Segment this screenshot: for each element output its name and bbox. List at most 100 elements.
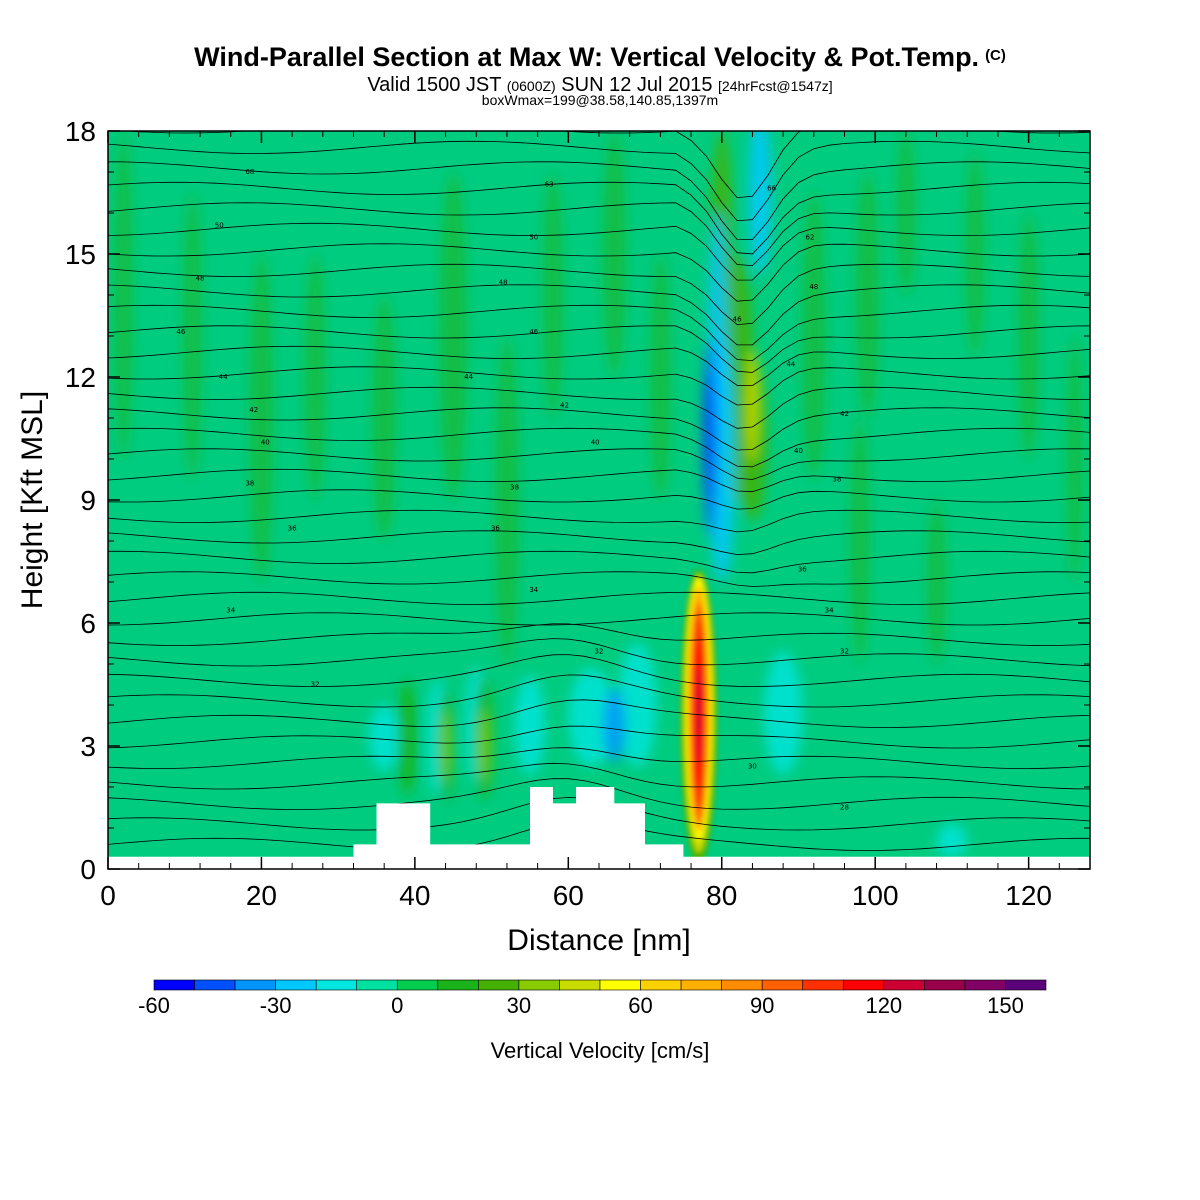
colorbar-swatch	[964, 979, 1006, 991]
y-tick-label: 18	[65, 116, 96, 147]
w-contour-area	[650, 254, 671, 500]
x-tick-label: 20	[246, 880, 277, 911]
w-contour-area	[896, 131, 916, 295]
isentrope-label: 66	[767, 184, 776, 192]
w-contour-area	[368, 705, 400, 771]
colorbar-tick-label: 90	[750, 993, 774, 1018]
w-contour-area	[305, 254, 326, 500]
isentrope-line	[108, 181, 1090, 255]
isentrope-label: 44	[219, 373, 228, 381]
isentrope-line	[108, 509, 1090, 533]
x-tick-label: 40	[399, 880, 430, 911]
colorbar-swatch	[315, 979, 358, 991]
y-tick-label: 6	[80, 608, 96, 639]
colorbar-swatch	[721, 979, 763, 991]
colorbar-tick-label: 30	[507, 993, 531, 1018]
w-contour-area	[568, 668, 615, 767]
isentrope-line	[108, 623, 1090, 646]
isentrope-label: 50	[529, 234, 538, 242]
isentrope-label: 46	[176, 328, 185, 336]
colorbar-title: Vertical Velocity [cm/s]	[491, 1038, 710, 1063]
y-axis-label: Height [Kft MSL]	[16, 391, 49, 609]
colorbar-swatch	[680, 979, 722, 991]
valid-time-line: Valid 1500 JST (0600Z) SUN 12 Jul 2015 […	[0, 74, 1200, 97]
w-contour-area	[763, 651, 803, 775]
colorbar-swatch	[478, 979, 520, 991]
w-contour-area	[856, 172, 880, 418]
w-contour-area	[1066, 336, 1083, 582]
colorbar-swatch	[437, 979, 479, 991]
isentrope-label: 36	[491, 525, 500, 533]
colorbar: -60 -30 0 30 60 90 120 150 Vertical Velocity [cm…	[138, 979, 1047, 1063]
isentrope-line	[108, 591, 1090, 605]
isentrope-line	[108, 427, 1090, 468]
isentrope-label: 44	[464, 373, 473, 381]
isentrope-label: 40	[261, 439, 270, 447]
w-contour-area	[441, 709, 450, 783]
terrain-mask	[108, 787, 1090, 869]
colorbar-swatch	[275, 979, 317, 991]
isentrope-label: 48	[809, 283, 818, 291]
isentrope-label: 34	[226, 607, 235, 615]
y-tick-label: 15	[65, 239, 96, 270]
isentrope-label: 48	[196, 275, 205, 283]
y-tick-label: 3	[80, 731, 96, 762]
y-tick-label: 0	[80, 854, 96, 885]
isentrope-line	[108, 407, 1090, 451]
colorbar-swatch	[234, 979, 276, 991]
isentrope-line	[108, 571, 1090, 587]
colorbar-swatch	[924, 979, 966, 991]
colorbar-swatch	[802, 979, 844, 991]
x-axis-label: Distance [nm]	[507, 924, 690, 957]
isentrope-label: 32	[595, 648, 604, 656]
isentrope-label: 32	[311, 681, 320, 689]
isentrope-line	[108, 612, 1090, 626]
forecast-info: [24hrFcst@1547z]	[718, 78, 833, 94]
isentrope-line	[108, 699, 1090, 728]
isentrope-label: 38	[245, 480, 254, 488]
isentrope-line	[108, 468, 1090, 493]
isentrope-line	[108, 140, 1090, 222]
x-tick-label: 80	[706, 880, 737, 911]
isentrope-line	[108, 638, 1090, 667]
isentrope-line	[108, 304, 1090, 362]
isentrope-label: 44	[786, 361, 795, 369]
chart-title: Wind-Parallel Section at Max W: Vertical…	[0, 42, 1200, 73]
isentrope-label: 46	[529, 328, 538, 336]
isentrope-label: 63	[545, 180, 554, 188]
w-contour-area	[183, 192, 202, 480]
isentrope-line	[108, 530, 1090, 556]
updraft-core	[680, 569, 718, 865]
colorbar-tick-label: 0	[391, 993, 403, 1018]
y-tick-label: 9	[80, 485, 96, 516]
title-units: (C)	[985, 47, 1006, 64]
w-contour-area	[704, 372, 712, 496]
colorbar-tick-label: -60	[138, 993, 170, 1018]
isentrope-line	[108, 325, 1090, 373]
isentrope-line	[108, 345, 1090, 387]
terrain-shape	[108, 787, 1090, 869]
w-contour-area	[618, 643, 657, 767]
colorbar-swatch	[194, 979, 236, 991]
isentrope-label: 42	[249, 406, 258, 414]
box-info-line: boxWmax=199@38.58,140.85,1397m	[481, 92, 719, 108]
isentrope-label: 42	[560, 402, 569, 410]
colorbar-swatch	[153, 979, 195, 991]
isentrope-line	[108, 674, 1090, 708]
isentrope-label: 36	[798, 566, 807, 574]
isentrope-line	[108, 284, 1090, 346]
isentrope-line	[108, 654, 1090, 687]
isentrope-label: 42	[840, 410, 849, 418]
isentrope-label: 48	[499, 279, 508, 287]
isentrope-line	[108, 725, 1090, 749]
isentrope-label: 34	[529, 586, 538, 594]
w-contour-area	[746, 348, 759, 464]
colorbar-swatch	[356, 979, 398, 991]
colorbar-swatch	[559, 979, 601, 991]
colorbar-swatch	[518, 979, 560, 991]
w-contour-area	[542, 172, 563, 418]
isentrope-label: 40	[794, 447, 803, 455]
colorbar-swatch	[396, 979, 439, 991]
w-contour-area	[850, 418, 870, 664]
colorbar-tick-label: 60	[628, 993, 652, 1018]
